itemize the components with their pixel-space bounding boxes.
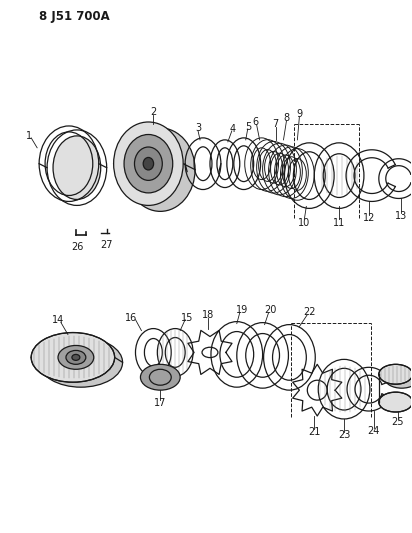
- Text: 3: 3: [195, 123, 201, 133]
- Ellipse shape: [66, 350, 86, 365]
- Text: 13: 13: [395, 212, 407, 221]
- Text: 1: 1: [26, 131, 32, 141]
- Ellipse shape: [140, 365, 180, 390]
- Text: 5: 5: [246, 122, 252, 132]
- Text: 8 J51 700A: 8 J51 700A: [39, 10, 110, 23]
- Ellipse shape: [143, 157, 154, 170]
- Text: 26: 26: [72, 242, 84, 252]
- Ellipse shape: [53, 136, 101, 199]
- Ellipse shape: [385, 368, 412, 388]
- Text: 25: 25: [391, 417, 404, 427]
- Ellipse shape: [134, 147, 162, 180]
- Ellipse shape: [31, 333, 115, 382]
- Text: 24: 24: [368, 426, 380, 436]
- Ellipse shape: [379, 392, 412, 412]
- Text: 17: 17: [154, 398, 166, 408]
- Text: 6: 6: [253, 117, 259, 127]
- Ellipse shape: [379, 365, 412, 384]
- Text: 23: 23: [338, 430, 350, 440]
- Text: 18: 18: [202, 310, 214, 320]
- Text: 15: 15: [181, 313, 193, 322]
- Text: 22: 22: [303, 306, 316, 317]
- Text: 27: 27: [101, 240, 113, 250]
- Ellipse shape: [58, 345, 94, 369]
- Ellipse shape: [114, 122, 183, 205]
- Text: 19: 19: [236, 305, 248, 314]
- Text: 14: 14: [52, 314, 64, 325]
- Text: 2: 2: [150, 107, 157, 117]
- Ellipse shape: [39, 337, 122, 387]
- Text: 4: 4: [230, 124, 236, 134]
- Text: 9: 9: [296, 109, 302, 119]
- Text: 7: 7: [272, 119, 279, 129]
- Text: 11: 11: [333, 219, 345, 228]
- Text: 12: 12: [363, 213, 375, 223]
- Ellipse shape: [126, 128, 195, 212]
- Text: 20: 20: [265, 305, 277, 314]
- Text: 16: 16: [125, 313, 138, 322]
- Text: 10: 10: [298, 219, 311, 228]
- Text: 8: 8: [283, 113, 290, 123]
- Ellipse shape: [72, 354, 80, 360]
- Ellipse shape: [124, 134, 173, 193]
- Text: 21: 21: [308, 427, 321, 437]
